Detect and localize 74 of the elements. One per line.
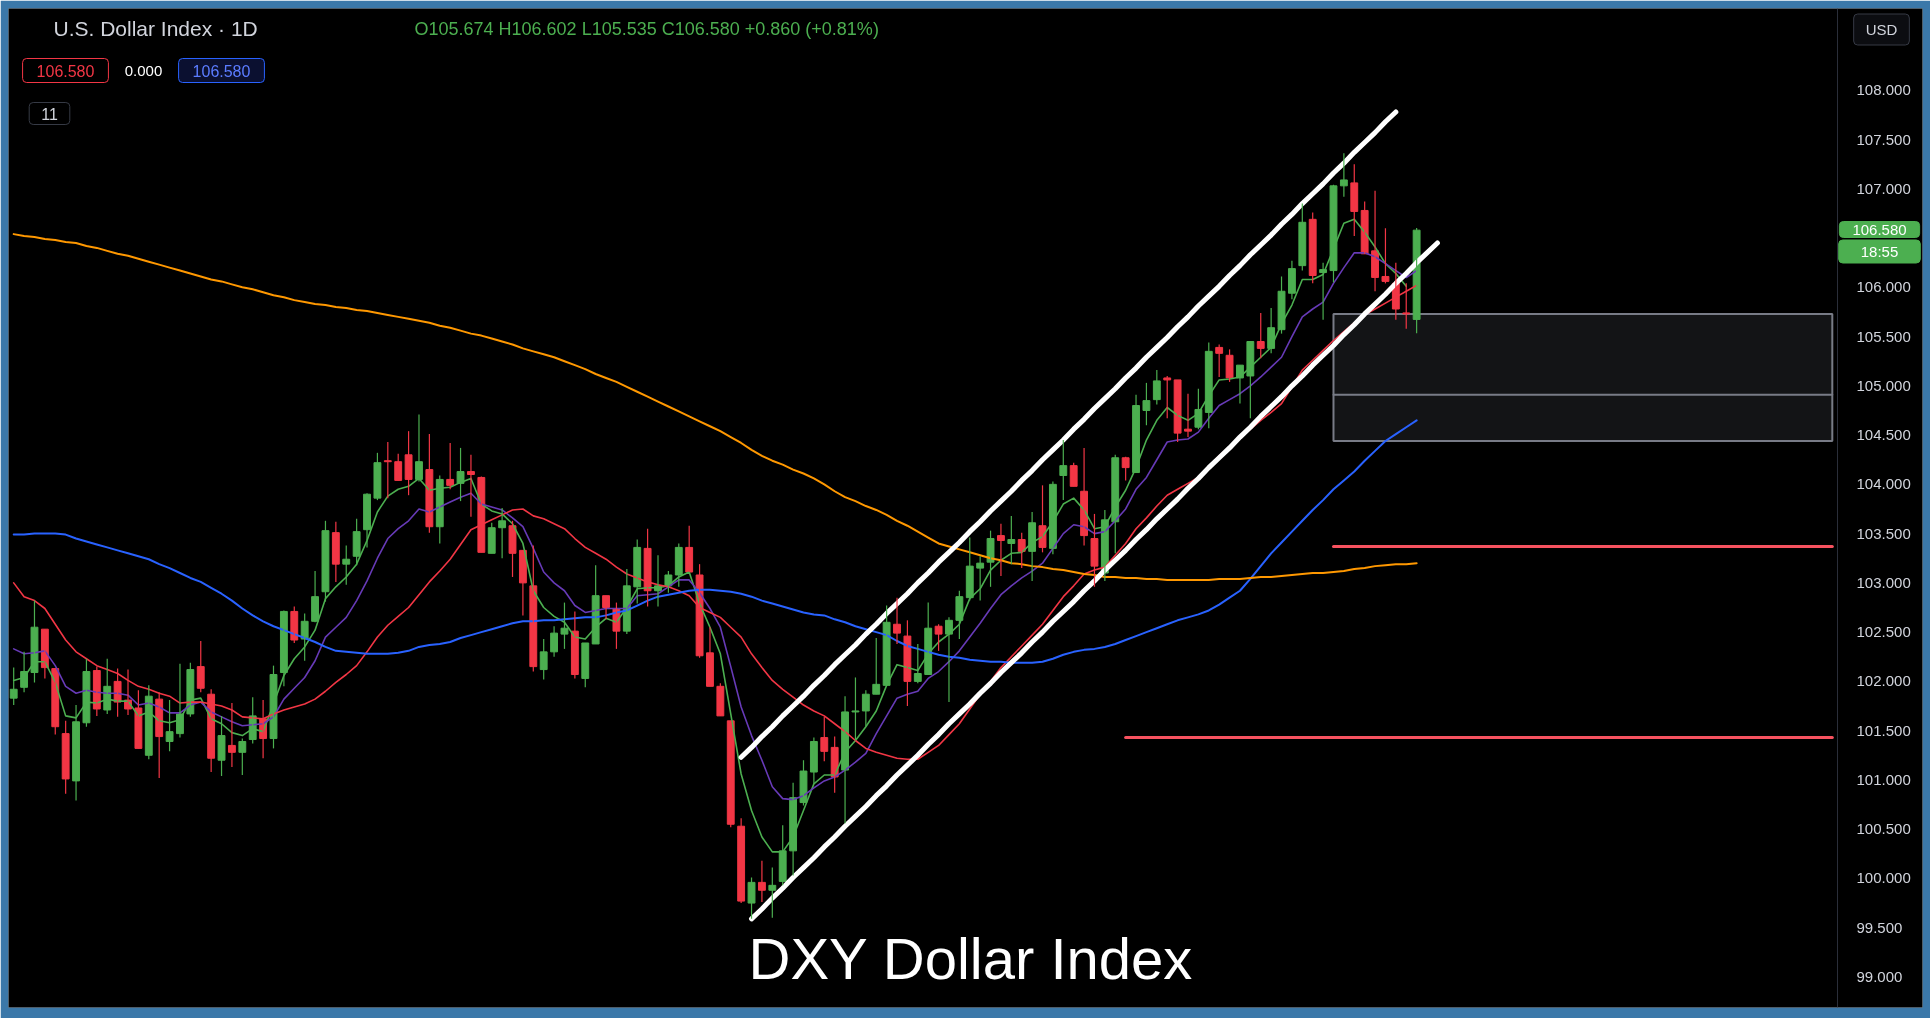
- candlestick: [934, 623, 943, 652]
- candlestick: [238, 737, 247, 776]
- y-tick-label: 105.000: [1856, 376, 1911, 394]
- y-tick-label: 101.000: [1856, 770, 1911, 788]
- text: 106.580: [1852, 220, 1907, 238]
- line-series: [12, 233, 1418, 581]
- annotation: DXY Dollar Index: [748, 926, 1193, 991]
- candlestick: [986, 530, 995, 588]
- text: USD: [1865, 21, 1898, 38]
- y-tick-label: 104.000: [1856, 475, 1911, 493]
- y-tick-label: 108.000: [1856, 81, 1911, 99]
- candlestick: [1121, 456, 1130, 482]
- y-tick-label: 100.000: [1856, 869, 1911, 887]
- candlestick: [196, 640, 205, 693]
- y-tick-label: 102.000: [1856, 672, 1911, 690]
- candlestick: [539, 638, 548, 681]
- candlestick: [768, 867, 777, 919]
- y-tick-label: 102.500: [1856, 623, 1911, 641]
- candlestick: [1142, 382, 1151, 426]
- annotation: 106.580: [192, 62, 251, 80]
- candlestick: [508, 520, 517, 578]
- annotation: 11: [41, 105, 58, 123]
- candlestick: [861, 689, 870, 728]
- candlestick: [1225, 348, 1234, 383]
- text: 18:55: [1860, 243, 1899, 260]
- candlestick: [1277, 275, 1286, 335]
- candlestick: [82, 658, 91, 728]
- y-tick-label: 105.500: [1856, 327, 1911, 345]
- candlestick: [373, 452, 382, 501]
- y-tick-label: 99.500: [1856, 918, 1903, 936]
- y-tick-label: 100.500: [1856, 820, 1911, 838]
- candlestick: [321, 520, 330, 603]
- candlestick: [1090, 513, 1099, 588]
- candlestick: [394, 453, 403, 482]
- candlestick: [851, 676, 860, 742]
- annotation: 0.000: [124, 61, 163, 79]
- chart-title: U.S. Dollar Index · 1D: [53, 17, 258, 40]
- annotation: 106.580: [36, 62, 95, 80]
- candlestick: [404, 430, 413, 496]
- candlestick: [1007, 515, 1016, 565]
- y-tick-label: 106.000: [1856, 278, 1911, 296]
- y-tick-label: 107.500: [1856, 130, 1911, 148]
- candlestick: [913, 643, 922, 684]
- candlestick: [560, 601, 569, 650]
- y-tick-label: 107.000: [1856, 179, 1911, 197]
- candlestick: [30, 600, 39, 683]
- y-tick-label: 99.000: [1856, 967, 1903, 985]
- candlestick: [1256, 312, 1265, 359]
- text: O105.674 H106.602 L105.535 C106.580 +0.860 (+0.81%): [414, 18, 879, 39]
- candlestick: [487, 522, 496, 554]
- candlestick: [1059, 439, 1068, 501]
- y-tick-label: 103.500: [1856, 524, 1911, 542]
- candlestick: [1038, 484, 1047, 553]
- candlestick: [1215, 343, 1224, 378]
- candlestick: [331, 521, 340, 583]
- candlestick: [61, 720, 70, 795]
- candlestick: [747, 876, 756, 920]
- candlestick: [217, 715, 226, 777]
- y-tick-label: 103.000: [1856, 573, 1911, 591]
- candlestick: [1069, 462, 1078, 487]
- line-series: [12, 419, 1418, 664]
- y-tick-label: 101.500: [1856, 721, 1911, 739]
- candlestick: [165, 699, 174, 752]
- y-tick-label: 104.500: [1856, 426, 1911, 444]
- candlestick: [581, 642, 590, 688]
- candlestick: [716, 682, 725, 717]
- candlestick: [799, 759, 808, 807]
- candlestick: [976, 555, 985, 602]
- candlestick: [383, 441, 392, 499]
- candlestick: [872, 637, 881, 695]
- candlestick: [1163, 375, 1172, 419]
- candlestick: [1381, 227, 1390, 284]
- candlestick: [1152, 369, 1161, 406]
- candlestick: [1350, 163, 1359, 237]
